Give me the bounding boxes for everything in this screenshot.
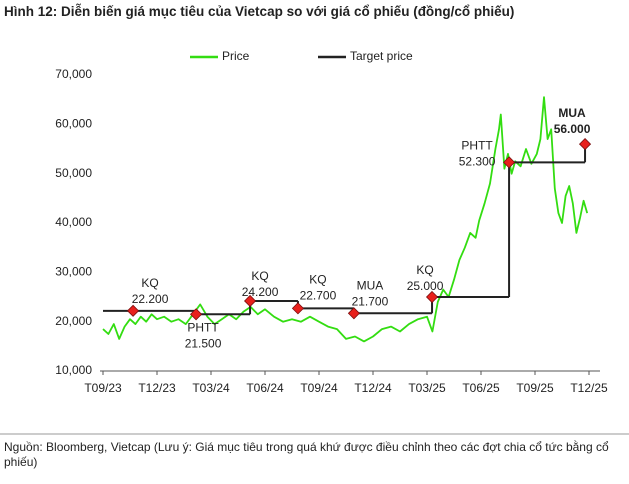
target-marker (347, 307, 360, 320)
target-marker (578, 138, 592, 151)
annotation-value: 52.300 (459, 154, 496, 168)
legend-label: Target price (350, 49, 413, 63)
annotation-value: 56.000 (554, 122, 591, 136)
x-tick-label: T09/23 (84, 381, 122, 395)
annotation-label: PHTT (461, 138, 493, 152)
chart-title: Hình 12: Diễn biến giá mục tiêu của Viet… (4, 4, 515, 19)
target-marker (503, 156, 516, 169)
source-note: Nguồn: Bloomberg, Vietcap (Lưu ý: Giá mụ… (4, 440, 609, 469)
annotation-label: MUA (357, 278, 384, 292)
annotation-label: KQ (251, 269, 268, 283)
x-tick-label: T09/25 (516, 381, 554, 395)
target-marker (291, 302, 305, 315)
annotation-value: 25.000 (407, 279, 444, 293)
y-tick-label: 50,000 (55, 166, 92, 180)
annotation-label: MUA (558, 106, 586, 120)
annotation-label: PHTT (187, 320, 219, 334)
x-tick-label: T12/23 (138, 381, 176, 395)
x-tick-label: T03/24 (192, 381, 230, 395)
annotation-value: 21.500 (185, 336, 222, 350)
y-tick-label: 30,000 (55, 265, 92, 279)
target-marker (126, 304, 140, 317)
y-tick-label: 60,000 (55, 117, 92, 131)
annotation-value: 21.700 (352, 294, 389, 308)
y-tick-label: 70,000 (55, 67, 92, 81)
x-tick-label: T06/24 (246, 381, 284, 395)
target-marker (189, 308, 203, 321)
annotation-value: 22.700 (300, 289, 337, 303)
target-marker (243, 294, 257, 308)
annotation-label: KQ (309, 273, 326, 287)
y-tick-label: 10,000 (55, 363, 92, 377)
y-tick-label: 20,000 (55, 314, 92, 328)
annotation-label: KQ (416, 263, 433, 277)
annotation-label: KQ (141, 276, 158, 290)
price-line (102, 96, 589, 343)
x-tick-label: T09/24 (300, 381, 338, 395)
x-tick-label: T03/25 (408, 381, 446, 395)
legend-label: Price (222, 49, 250, 63)
y-tick-label: 40,000 (55, 215, 92, 229)
annotation-value: 22.200 (132, 292, 169, 306)
x-tick-label: T06/25 (462, 381, 500, 395)
x-tick-label: T12/24 (354, 381, 392, 395)
x-tick-label: T12/25 (570, 381, 608, 395)
target-marker (425, 290, 439, 304)
annotation-value: 24.200 (242, 285, 279, 299)
